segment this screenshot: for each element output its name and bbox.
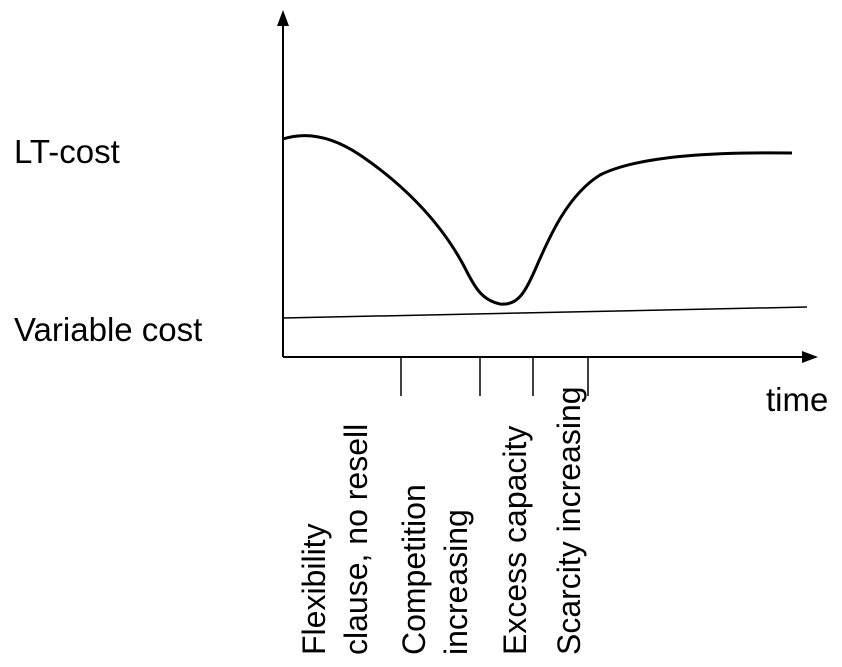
phase-label-competition: Competition increasing — [396, 484, 474, 655]
phase-label-flexibility-line2: clause, no resell — [338, 424, 374, 655]
phase-label-competition-line2: increasing — [438, 509, 474, 655]
phase-label-flexibility-line1: Flexibility — [296, 523, 332, 655]
time-axis-label: time — [766, 381, 828, 418]
phase-label-scarcity: Scarcity increasing — [551, 386, 587, 655]
lt-cost-label: LT-cost — [14, 133, 120, 170]
y-axis-arrowhead — [277, 10, 289, 26]
phase-label-flexibility: Flexibility clause, no resell — [296, 424, 374, 655]
phase-label-scarcity-line1: Scarcity increasing — [551, 386, 587, 655]
phase-label-excess-capacity-line1: Excess capacity — [497, 426, 533, 655]
variable-cost-line — [282, 306, 808, 319]
lt-cost-curve — [282, 134, 793, 306]
phase-label-competition-line1: Competition — [396, 484, 432, 655]
phase-label-excess-capacity: Excess capacity — [497, 426, 533, 655]
x-axis-arrowhead — [802, 351, 818, 363]
variable-cost-label: Variable cost — [14, 311, 202, 348]
